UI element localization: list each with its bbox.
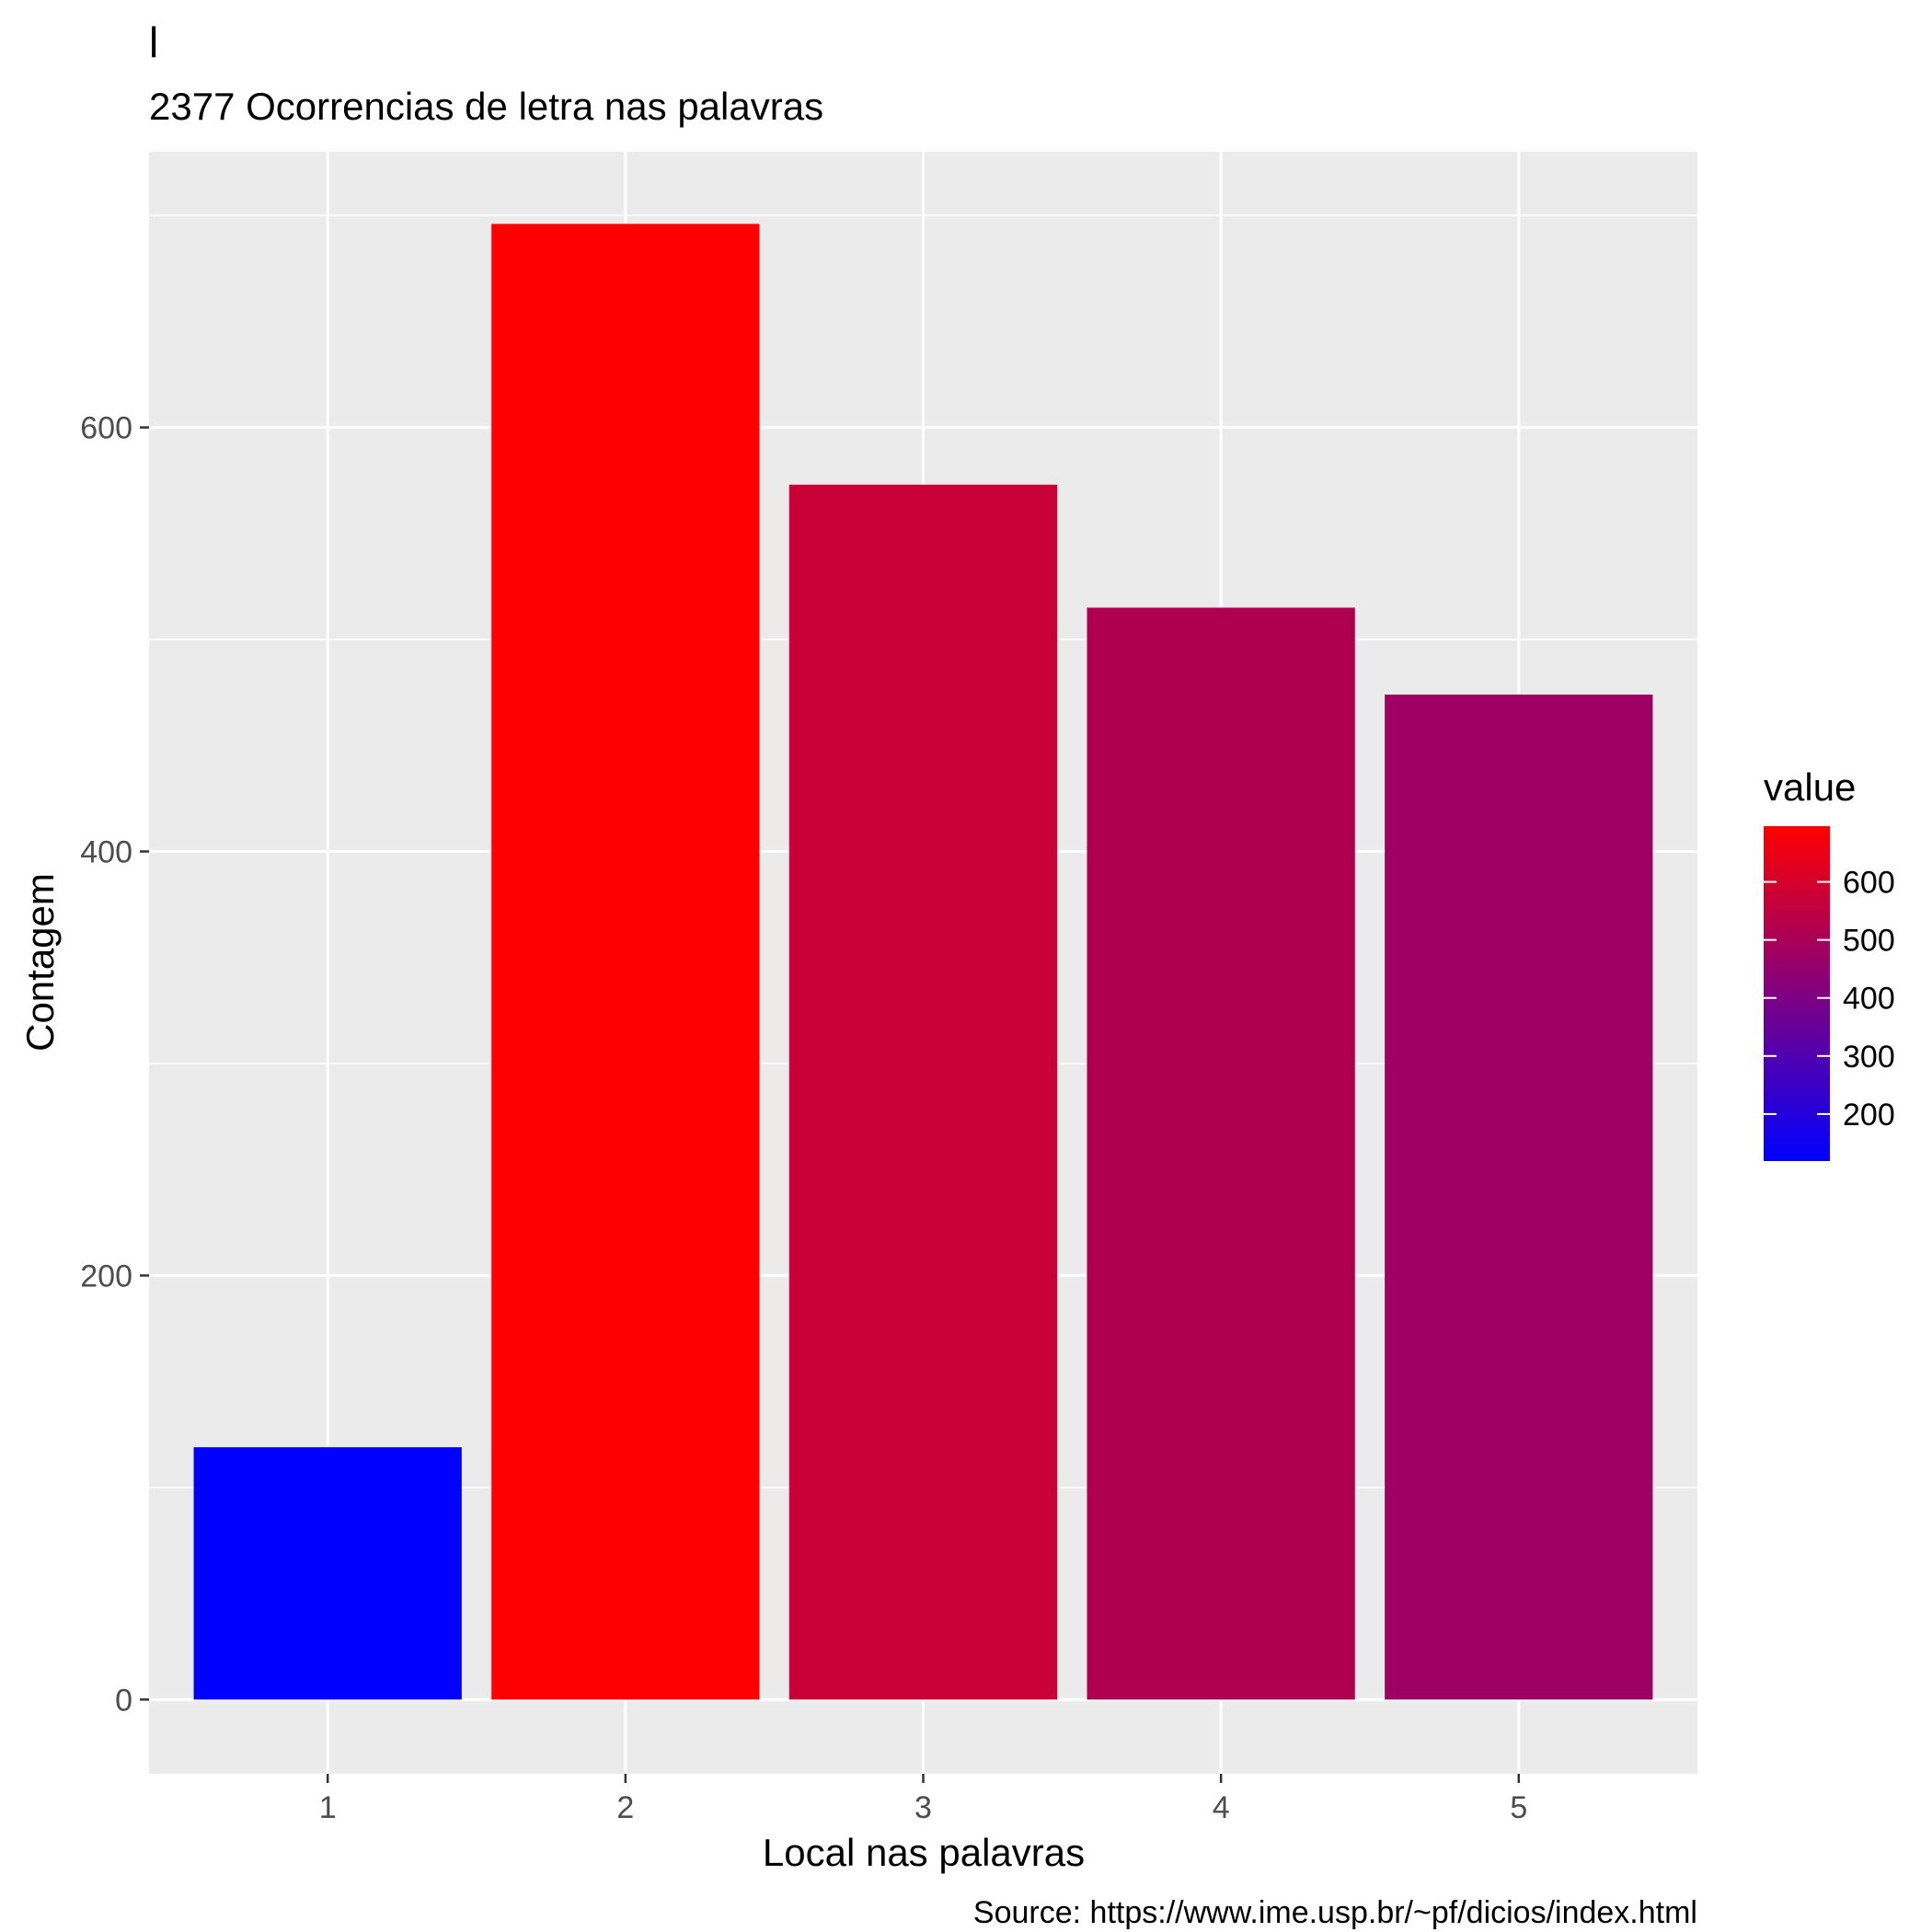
legend-ticks: 200 300 400 500 600 [1764, 866, 1895, 1133]
legend-tick-label: 500 [1843, 924, 1895, 959]
x-axis-label: Local nas palavras [763, 1831, 1085, 1874]
legend-title: value [1764, 765, 1856, 809]
x-tick-label: 4 [1213, 1790, 1230, 1825]
x-tick-label: 5 [1510, 1790, 1527, 1825]
chart-subtitle: 2377 Ocorrencias de letra nas palavras [149, 85, 823, 128]
x-tick-label: 2 [616, 1790, 634, 1825]
legend-tick-label: 200 [1843, 1098, 1895, 1133]
color-legend: value 200 300 400 500 600 [1764, 765, 1895, 1161]
chart-caption: Source: https://www.ime.usp.br/~pf/dicio… [973, 1895, 1697, 1930]
bar-5 [1385, 694, 1653, 1700]
chart-title: l [149, 18, 158, 66]
x-tick-label: 3 [914, 1790, 932, 1825]
legend-tick-label: 300 [1843, 1040, 1895, 1075]
legend-tick-label: 400 [1843, 982, 1895, 1017]
bars [193, 224, 1653, 1700]
bar-1 [193, 1447, 462, 1700]
x-tick-label: 1 [319, 1790, 337, 1825]
y-axis-label: Contagem [18, 873, 62, 1052]
bar-4 [1087, 607, 1355, 1700]
bar-3 [788, 484, 1058, 1700]
legend-colorbar [1764, 826, 1830, 1161]
legend-tick-label: 600 [1843, 866, 1895, 901]
y-tick-label: 600 [80, 411, 132, 446]
y-tick-label: 0 [115, 1683, 132, 1718]
plot-area [149, 152, 1697, 1774]
y-tick-label: 400 [80, 835, 132, 870]
x-axis: 1 2 3 4 5 [319, 1774, 1527, 1825]
y-tick-label: 200 [80, 1259, 132, 1294]
y-axis: 0 200 400 600 [80, 411, 149, 1718]
bar-2 [491, 224, 760, 1700]
